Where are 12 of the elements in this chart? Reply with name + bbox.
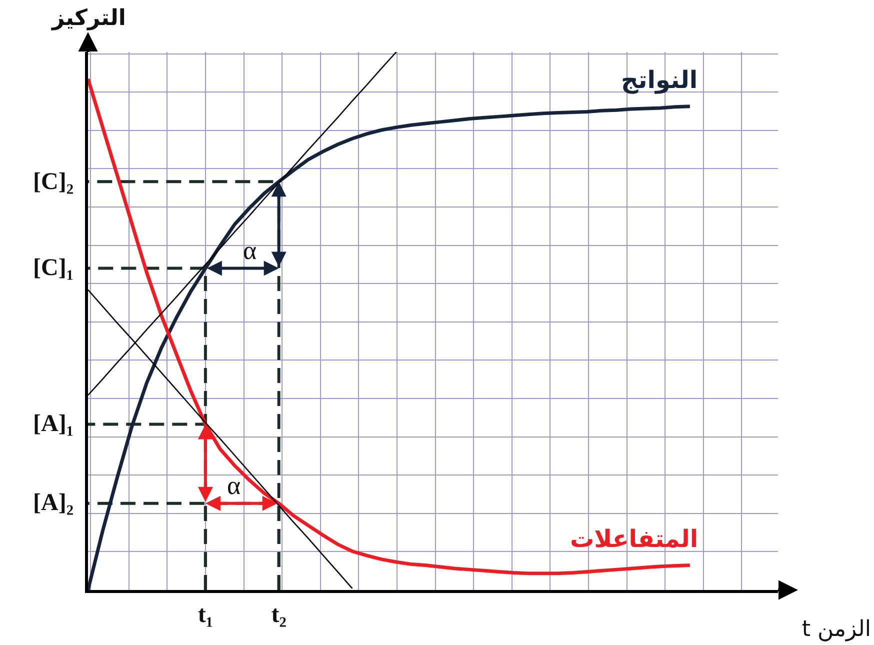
y-axis-title: التركيز bbox=[51, 6, 126, 31]
ref-line-label: [C]₂ bbox=[33, 169, 74, 195]
ref-line-label: [A]₂ bbox=[33, 490, 74, 516]
series-label: النواتج bbox=[621, 66, 698, 94]
series-label: المتفاعلات bbox=[570, 525, 698, 553]
x-tick-label: t₁ bbox=[198, 602, 214, 628]
x-tick-label: t₂ bbox=[271, 602, 286, 628]
ref-line-label: [A]₁ bbox=[33, 411, 74, 437]
x-axis-title: الزمن t bbox=[802, 617, 871, 642]
annotation: α bbox=[243, 236, 257, 265]
ref-line-label: [C]₁ bbox=[33, 255, 74, 281]
annotation: α bbox=[227, 471, 241, 500]
